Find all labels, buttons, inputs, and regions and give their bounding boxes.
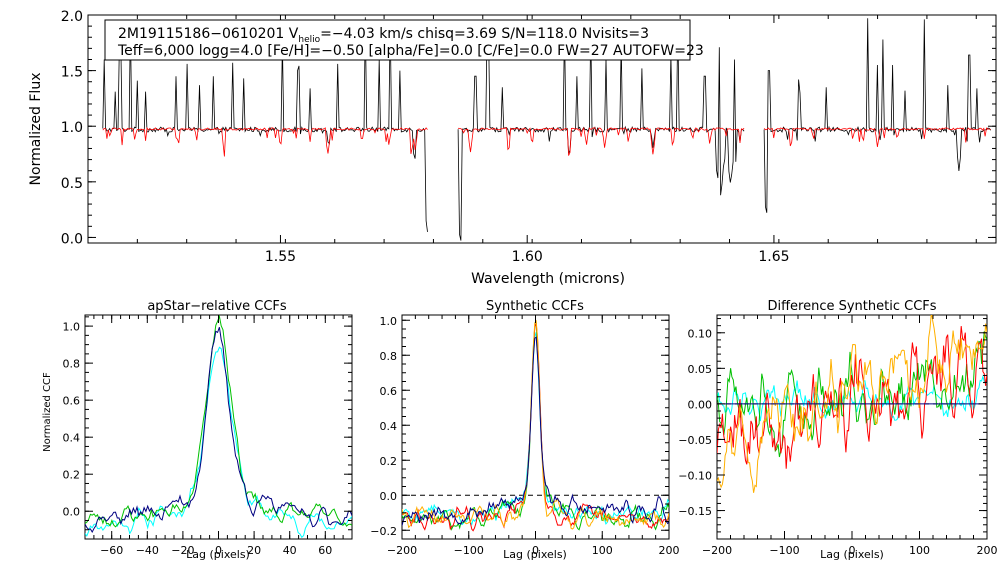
x-tick-label: 100	[909, 544, 930, 557]
annotation-line-2: Teff=6,000 logg=4.0 [Fe/H]=−0.50 [alpha/…	[117, 43, 704, 59]
spectrum-panel: 1.55 1.60 1.65 0.0 0.5 1.0 1.5 2.0 2M19115186−0…	[28, 9, 997, 287]
synthetic-ccf-panel: Synthetic CCFs −200 −100 0 100 200 −0.2 0.0 0.2…	[370, 299, 679, 561]
ccf-series-diff-green	[717, 331, 987, 458]
x-tick-label: 60	[318, 544, 332, 557]
spectrum-series-observed	[763, 18, 992, 213]
spectrum-lines	[102, 17, 992, 241]
spectrum-series-synthetic	[458, 127, 745, 156]
y-tick-label: 0.05	[688, 363, 713, 376]
x-tick-label: 1.65	[758, 249, 789, 265]
x-tick-label: 20	[247, 544, 261, 557]
ccf-series-combined	[85, 327, 352, 534]
synthetic-ccf-lines	[402, 319, 669, 532]
ccf-series-combined	[402, 336, 669, 526]
x-tick-label: 1.55	[265, 249, 296, 265]
synthetic-ccf-x-label: Lag (pixels)	[503, 548, 567, 561]
x-tick-label: −100	[454, 544, 484, 557]
ccf-series-visit-3	[402, 321, 669, 532]
apstar-ccf-x-label: Lag (pixels)	[186, 548, 250, 561]
y-tick-label: 0.2	[380, 455, 398, 468]
y-tick-label: −0.15	[678, 505, 712, 518]
y-tick-label: 0.4	[380, 420, 398, 433]
spectrum-series-synthetic	[763, 127, 991, 147]
y-tick-label: −0.10	[678, 470, 712, 483]
annotation-box	[104, 19, 691, 61]
ccf-series-visit-1	[85, 346, 352, 539]
y-tick-label: 1.0	[380, 315, 398, 328]
apstar-ccf-panel: apStar−relative CCFs −60 −40 −20 0 20 40 60 0.0…	[42, 299, 353, 561]
apstar-ccf-title: apStar−relative CCFs	[147, 299, 287, 314]
y-tick-label: 0.5	[61, 176, 83, 192]
synthetic-ccf-axis-ticks: −200 −100 0 100 200 −0.2 0.0 0.2 0.4 0.6 0.8 1.0	[370, 315, 679, 557]
y-tick-label: 2.0	[61, 9, 83, 25]
spectrum-axis-ticks: 1.55 1.60 1.65 0.0 0.5 1.0 1.5 2.0	[61, 9, 996, 265]
x-tick-label: 0	[215, 544, 222, 557]
y-tick-label: 0.10	[688, 327, 713, 340]
spectrum-y-label: Normalized Flux	[28, 73, 44, 186]
annotation-line-1: 2M19115186−0610201 Vhelio=−4.03 km/s chi…	[118, 26, 649, 45]
x-tick-label: −60	[100, 544, 123, 557]
apstar-ccf-lines	[85, 315, 352, 539]
difference-ccf-axis-ticks: −200 −100 0 100 200 −0.15 −0.10 −0.05 0.00 0.05 0.…	[678, 315, 998, 557]
y-tick-label: 0.8	[63, 358, 81, 371]
y-tick-label: 0.0	[61, 231, 83, 247]
x-tick-label: 200	[659, 544, 680, 557]
synthetic-ccf-title: Synthetic CCFs	[486, 299, 584, 314]
apstar-ccf-axis-ticks: −60 −40 −20 0 20 40 60 0.0 0.2 0.4 0.6 0.8 1.0	[63, 315, 353, 557]
y-tick-label: 0.8	[380, 350, 398, 363]
y-tick-label: 0.4	[63, 432, 81, 445]
x-tick-label: −200	[387, 544, 417, 557]
x-tick-label: 100	[592, 544, 613, 557]
y-tick-label: 1.0	[61, 120, 83, 136]
apstar-ccf-y-label: Normalized CCF	[42, 372, 53, 452]
y-tick-label: 0.6	[380, 385, 398, 398]
ccf-series-visit-4	[402, 319, 669, 530]
x-tick-label: 40	[283, 544, 297, 557]
y-tick-label: 1.5	[61, 65, 83, 81]
ccf-series-visit-2	[402, 322, 669, 531]
y-tick-label: −0.05	[678, 434, 712, 447]
x-tick-label: −20	[171, 544, 194, 557]
x-tick-label: −200	[702, 544, 732, 557]
ccf-series-diff-orange	[717, 315, 987, 493]
ccf-series-visit-2	[85, 315, 352, 528]
y-tick-label: 0.6	[63, 395, 81, 408]
x-tick-label: −100	[769, 544, 799, 557]
x-tick-label: −40	[136, 544, 159, 557]
difference-ccf-x-label: Lag (pixels)	[820, 548, 884, 561]
x-tick-label: 1.60	[512, 249, 543, 265]
spectrum-series-synthetic	[102, 126, 428, 157]
spectrum-x-label: Wavelength (microns)	[471, 271, 625, 287]
y-tick-label: 0.0	[63, 506, 81, 519]
y-tick-label: 0.2	[63, 469, 81, 482]
difference-ccf-title: Difference Synthetic CCFs	[767, 299, 936, 314]
y-tick-label: 0.00	[688, 398, 713, 411]
spectrum-frame	[87, 14, 997, 244]
y-tick-label: 1.0	[63, 321, 81, 334]
x-tick-label: 200	[977, 544, 998, 557]
ccf-series-diff-cyan	[717, 374, 987, 422]
x-tick-label: 0	[532, 544, 539, 557]
difference-ccf-lines	[717, 315, 987, 493]
y-tick-label: 0.0	[380, 490, 398, 503]
difference-ccf-panel: Difference Synthetic CCFs −200 −100 0 100 20…	[678, 299, 997, 561]
y-tick-label: −0.2	[370, 525, 397, 538]
x-tick-label: 0	[849, 544, 856, 557]
